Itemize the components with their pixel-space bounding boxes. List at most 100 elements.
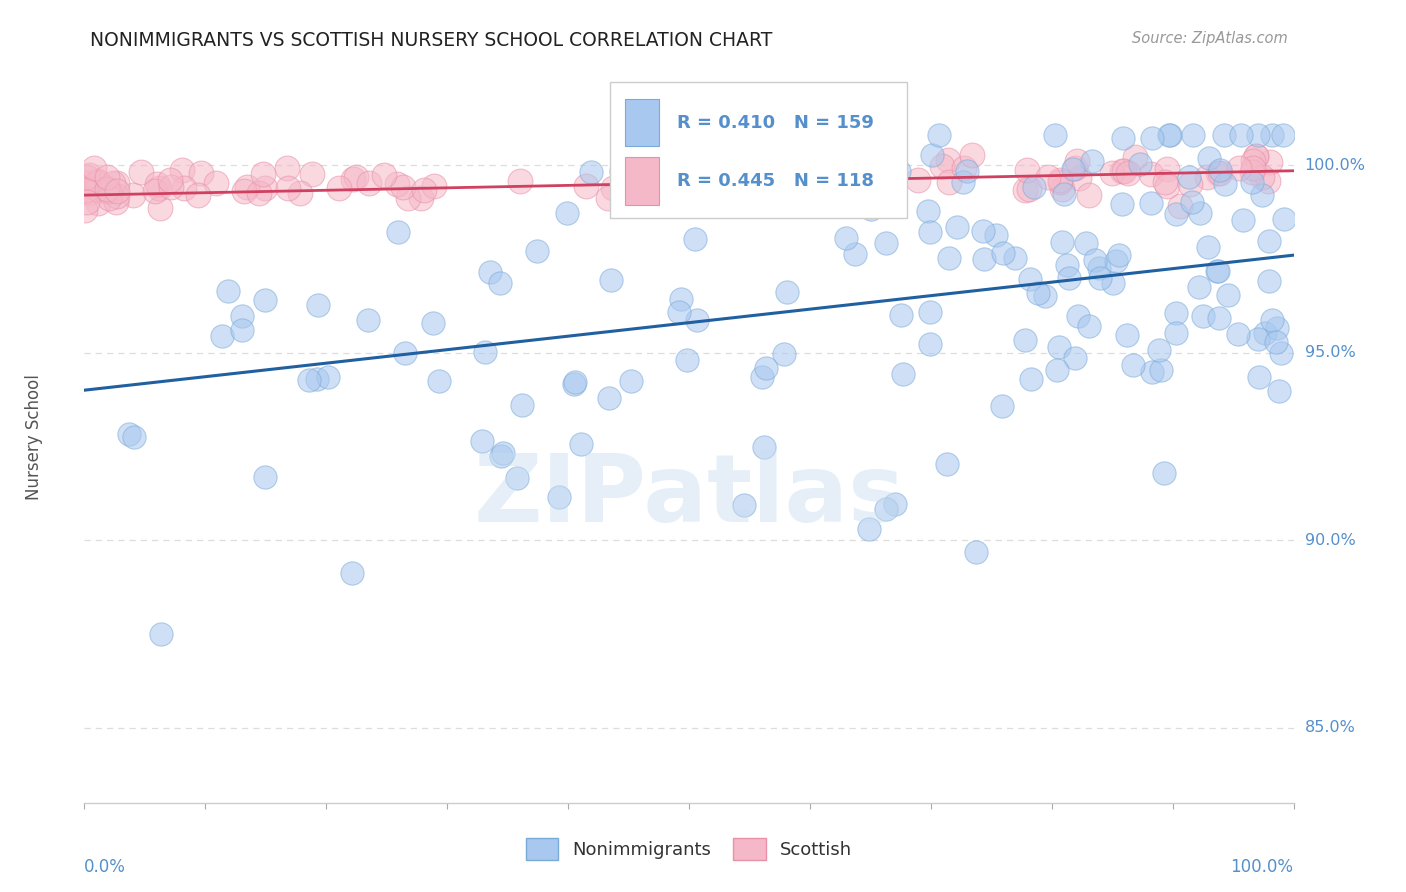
Point bbox=[1227, 161, 1250, 176]
Point bbox=[94, 182, 117, 196]
Point bbox=[711, 162, 734, 177]
Point bbox=[1101, 276, 1123, 290]
Point bbox=[75, 176, 97, 190]
Point bbox=[122, 187, 145, 202]
Point bbox=[1226, 326, 1249, 341]
Point bbox=[887, 164, 910, 178]
Point bbox=[76, 195, 98, 210]
Point bbox=[1257, 174, 1279, 188]
Point bbox=[254, 470, 277, 484]
Text: 85.0%: 85.0% bbox=[1305, 720, 1355, 735]
Point bbox=[1014, 183, 1036, 197]
Point bbox=[87, 176, 110, 190]
Point bbox=[602, 180, 624, 194]
Point bbox=[76, 185, 98, 199]
Point bbox=[427, 374, 450, 388]
Point bbox=[387, 178, 409, 192]
Point bbox=[1046, 363, 1069, 377]
Legend: Nonimmigrants, Scottish: Nonimmigrants, Scottish bbox=[519, 830, 859, 867]
Point bbox=[960, 148, 983, 162]
Point bbox=[1192, 309, 1215, 323]
Point bbox=[173, 181, 195, 195]
Point bbox=[146, 177, 169, 191]
Point bbox=[610, 164, 633, 178]
Point bbox=[1166, 326, 1188, 340]
Point bbox=[394, 346, 416, 360]
Point bbox=[849, 167, 872, 181]
Point bbox=[1178, 178, 1201, 192]
Point bbox=[907, 173, 929, 187]
Text: Source: ZipAtlas.com: Source: ZipAtlas.com bbox=[1132, 31, 1288, 46]
Point bbox=[891, 368, 914, 382]
Point bbox=[104, 194, 127, 209]
Point bbox=[247, 186, 270, 200]
Point bbox=[1156, 162, 1178, 177]
Point bbox=[97, 191, 120, 205]
Point bbox=[946, 220, 969, 235]
Point bbox=[1272, 212, 1295, 227]
Point bbox=[984, 227, 1007, 242]
Text: 95.0%: 95.0% bbox=[1305, 345, 1355, 360]
Point bbox=[581, 165, 603, 179]
Point bbox=[1153, 466, 1175, 480]
Point bbox=[129, 165, 152, 179]
Point bbox=[1116, 166, 1139, 180]
Point bbox=[1241, 161, 1264, 175]
Text: Nursery School: Nursery School bbox=[24, 374, 42, 500]
Point bbox=[1147, 343, 1170, 358]
Point bbox=[853, 128, 876, 142]
FancyBboxPatch shape bbox=[624, 99, 659, 146]
Point bbox=[488, 277, 510, 291]
Point bbox=[1244, 149, 1267, 163]
Point bbox=[702, 174, 724, 188]
Point bbox=[1153, 175, 1175, 189]
Point bbox=[548, 490, 571, 504]
Point bbox=[231, 324, 253, 338]
Point bbox=[1261, 312, 1284, 326]
Point bbox=[920, 225, 942, 239]
Point bbox=[211, 328, 233, 343]
Point bbox=[972, 224, 994, 238]
Point bbox=[252, 167, 274, 181]
Point bbox=[105, 176, 128, 190]
Point bbox=[489, 449, 512, 463]
Point bbox=[773, 346, 796, 360]
Point bbox=[301, 167, 323, 181]
Point bbox=[423, 178, 446, 193]
Text: 100.0%: 100.0% bbox=[1230, 858, 1294, 876]
Point bbox=[471, 434, 494, 449]
Point bbox=[83, 161, 105, 175]
Point bbox=[993, 245, 1015, 260]
Point bbox=[775, 285, 797, 299]
Point bbox=[233, 184, 256, 198]
Point bbox=[1208, 264, 1230, 278]
Point bbox=[1064, 351, 1087, 366]
Point bbox=[1049, 175, 1071, 189]
Point bbox=[149, 627, 172, 641]
Point bbox=[1078, 319, 1101, 334]
Point bbox=[1198, 151, 1220, 165]
Point bbox=[1240, 175, 1263, 189]
Point bbox=[1019, 272, 1042, 286]
Point bbox=[751, 369, 773, 384]
Point bbox=[564, 375, 586, 389]
Point bbox=[952, 161, 974, 176]
Point bbox=[86, 182, 108, 196]
Point bbox=[990, 399, 1012, 413]
Point bbox=[562, 376, 585, 391]
Point bbox=[938, 175, 960, 189]
Point bbox=[755, 361, 778, 376]
Point bbox=[387, 225, 409, 239]
Point bbox=[1066, 154, 1088, 169]
Point bbox=[87, 196, 110, 211]
Point bbox=[1247, 332, 1270, 346]
Point bbox=[143, 184, 166, 198]
Point bbox=[1140, 131, 1163, 145]
Point bbox=[685, 232, 707, 246]
Point bbox=[1140, 196, 1163, 211]
Point bbox=[918, 336, 941, 351]
Point bbox=[1178, 170, 1201, 185]
Point bbox=[640, 174, 662, 188]
Point bbox=[1111, 163, 1133, 178]
Point bbox=[928, 128, 950, 142]
